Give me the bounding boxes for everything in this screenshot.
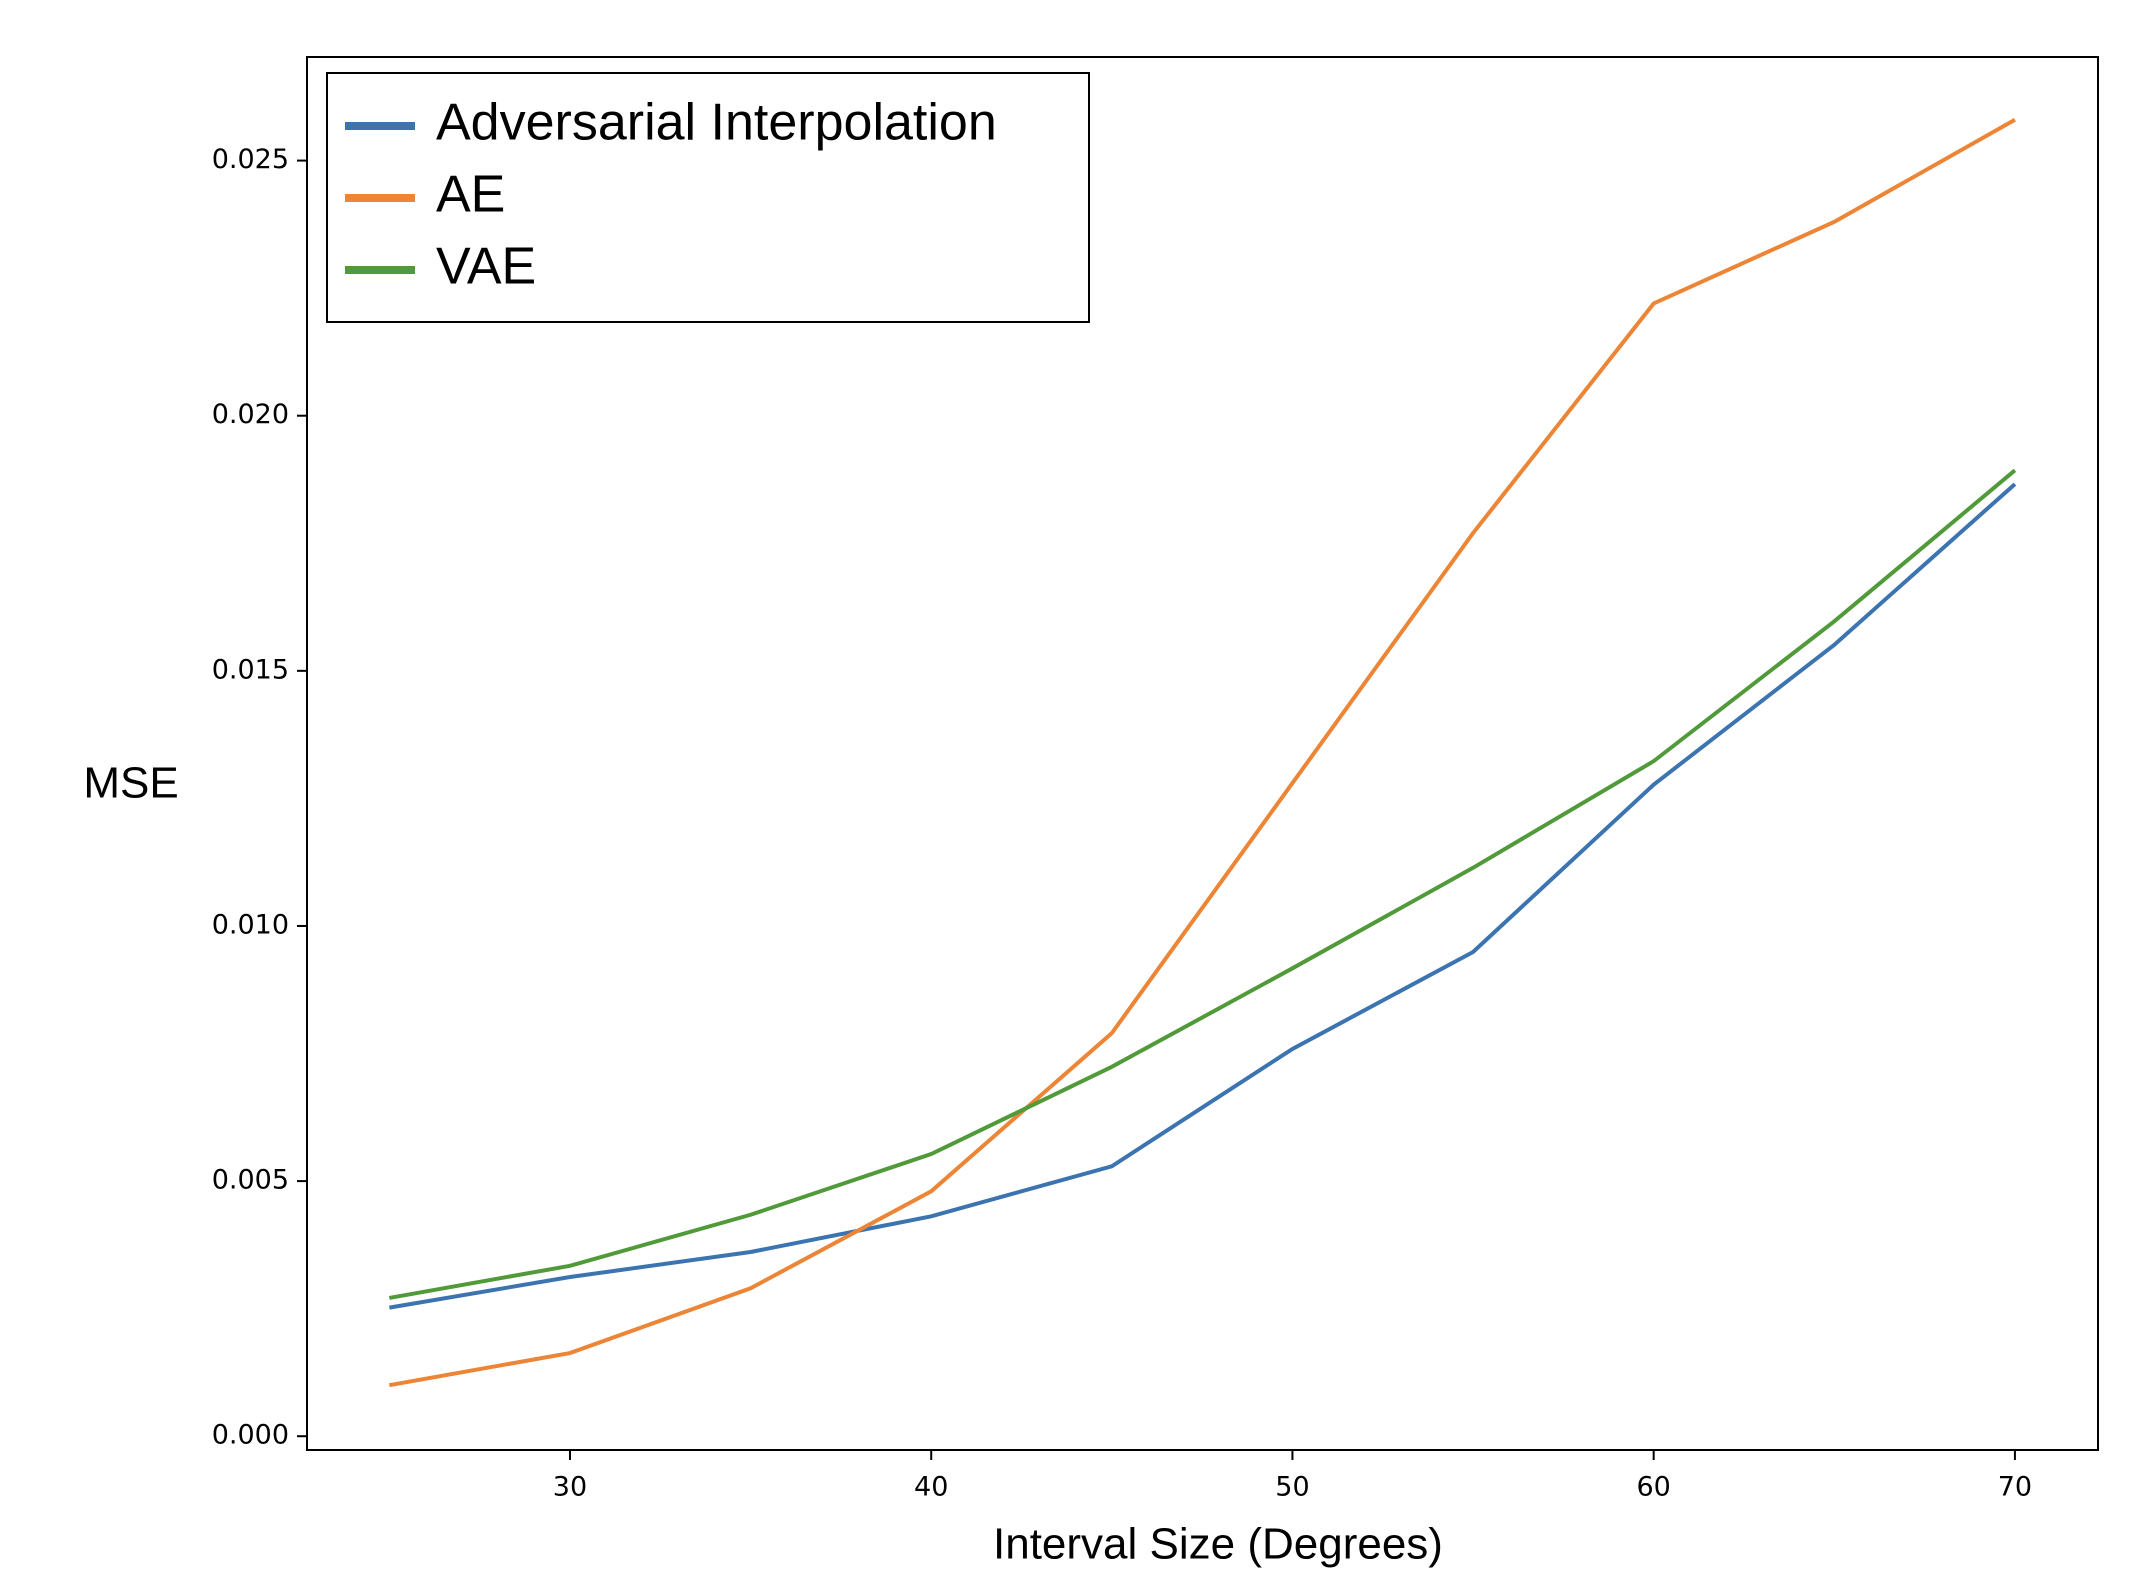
y-tick-label: 0.005 bbox=[212, 1165, 289, 1196]
y-tick-label: 0.015 bbox=[212, 654, 289, 685]
x-tick-label: 60 bbox=[1637, 1472, 1671, 1503]
x-axis-label: Interval Size (Degrees) bbox=[993, 1520, 1443, 1569]
x-tick-label: 50 bbox=[1275, 1472, 1309, 1503]
y-axis-label: MSE bbox=[83, 759, 178, 808]
y-tick-label: 0.000 bbox=[212, 1420, 289, 1451]
legend-label: Adversarial Interpolation bbox=[436, 94, 997, 152]
x-tick-label: 40 bbox=[914, 1472, 948, 1503]
legend-label: AE bbox=[436, 166, 505, 224]
y-tick-label: 0.010 bbox=[212, 909, 289, 940]
y-tick-label: 0.020 bbox=[212, 399, 289, 430]
x-tick-label: 70 bbox=[1998, 1472, 2032, 1503]
series-line bbox=[389, 482, 2017, 1310]
plot-frame bbox=[306, 56, 2099, 1451]
x-tick-label: 30 bbox=[553, 1472, 587, 1503]
legend-label: VAE bbox=[436, 238, 536, 296]
series-line bbox=[389, 118, 2016, 1388]
y-tick-label: 0.025 bbox=[212, 144, 289, 175]
series-line bbox=[389, 468, 2017, 1300]
legend-box bbox=[326, 72, 1090, 323]
